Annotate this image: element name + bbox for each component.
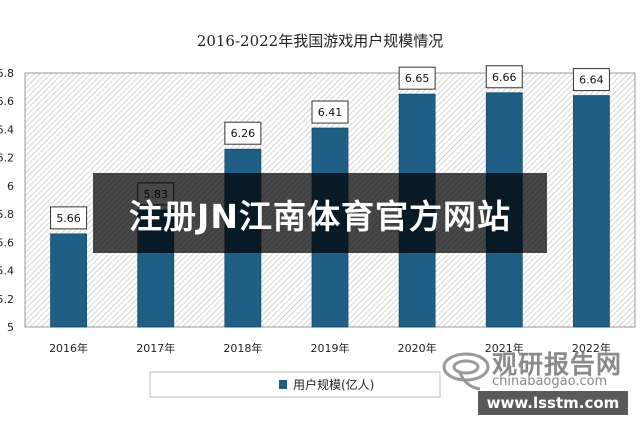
x-tick-label-2: 2018年 <box>223 341 262 355</box>
watermark-logo-icon <box>442 352 490 391</box>
y-tick-label-1: 5.2 <box>0 293 14 306</box>
legend-label: 用户规模(亿人) <box>293 377 374 392</box>
legend: 用户规模(亿人) <box>149 371 441 398</box>
data-label-0: 5.66 <box>56 212 81 225</box>
y-tick-label-2: 5.4 <box>0 265 14 278</box>
y-tick-label-5: 6 <box>7 180 14 193</box>
chart-title: 2016-2022年我国游戏用户规模情况 <box>196 32 444 50</box>
data-label-box-2 <box>224 121 262 145</box>
data-label-3: 6.41 <box>318 106 343 119</box>
watermark-brand: 观研报告网 <box>492 350 623 379</box>
legend-box <box>149 371 441 398</box>
x-tick-label-5: 2021年 <box>485 341 524 355</box>
watermark-url: www.lsstm.com <box>478 391 628 415</box>
data-label-5: 6.66 <box>492 71 517 84</box>
data-label-box-6 <box>572 68 610 92</box>
y-tick-label-7: 6.4 <box>0 123 14 136</box>
x-tick-label-6: 2022年 <box>572 341 611 355</box>
bar-0 <box>50 233 87 328</box>
overlay-banner <box>93 173 547 253</box>
y-tick-label-3: 5.6 <box>0 236 14 249</box>
x-tick-label-0: 2016年 <box>49 341 88 355</box>
data-label-box-4 <box>398 66 436 90</box>
y-tick-label-9: 6.8 <box>0 67 14 80</box>
y-tick-label-6: 6.2 <box>0 152 14 165</box>
data-label-box-5 <box>485 65 523 89</box>
watermark-domain: chinabaogao.com <box>492 374 608 389</box>
y-tick-label-4: 5.8 <box>0 208 14 221</box>
data-label-box-0 <box>50 206 88 230</box>
legend-swatch <box>279 380 287 389</box>
data-label-4: 6.65 <box>405 72 430 85</box>
y-tick-label-8: 6.6 <box>0 95 14 108</box>
x-tick-label-1: 2017年 <box>136 341 175 355</box>
data-label-box-3 <box>311 100 349 124</box>
data-label-2: 6.26 <box>231 127 256 140</box>
bar-6 <box>573 95 610 328</box>
data-label-6: 6.64 <box>579 74 604 87</box>
x-tick-label-3: 2019年 <box>311 341 350 355</box>
x-tick-label-4: 2020年 <box>398 341 437 355</box>
y-tick-label-0: 5 <box>7 321 14 334</box>
overlay-text: 注册JN江南体育官方网站 <box>129 197 511 236</box>
